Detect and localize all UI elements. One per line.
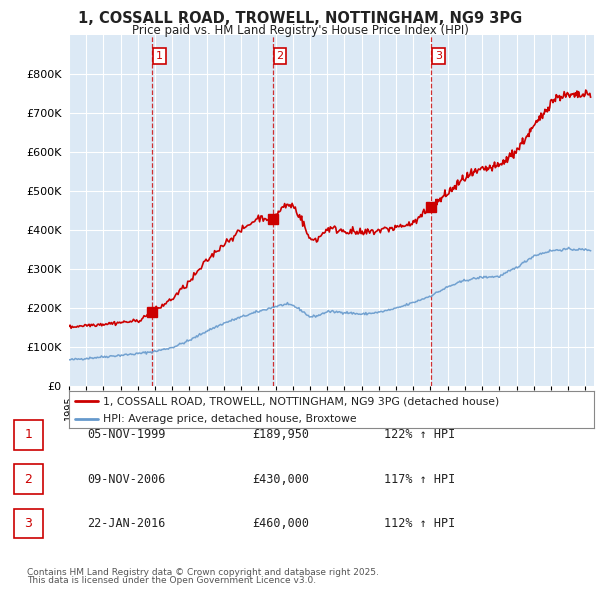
Text: This data is licensed under the Open Government Licence v3.0.: This data is licensed under the Open Gov…	[27, 576, 316, 585]
Text: 1, COSSALL ROAD, TROWELL, NOTTINGHAM, NG9 3PG: 1, COSSALL ROAD, TROWELL, NOTTINGHAM, NG…	[78, 11, 522, 25]
Text: £189,950: £189,950	[252, 428, 309, 441]
Text: 122% ↑ HPI: 122% ↑ HPI	[384, 428, 455, 441]
Text: 22-JAN-2016: 22-JAN-2016	[87, 517, 166, 530]
Text: 3: 3	[24, 517, 32, 530]
Text: 112% ↑ HPI: 112% ↑ HPI	[384, 517, 455, 530]
Text: 05-NOV-1999: 05-NOV-1999	[87, 428, 166, 441]
Text: £430,000: £430,000	[252, 473, 309, 486]
Text: Price paid vs. HM Land Registry's House Price Index (HPI): Price paid vs. HM Land Registry's House …	[131, 24, 469, 37]
Text: 2: 2	[277, 51, 284, 61]
Text: 1: 1	[24, 428, 32, 441]
Text: Contains HM Land Registry data © Crown copyright and database right 2025.: Contains HM Land Registry data © Crown c…	[27, 568, 379, 577]
Text: HPI: Average price, detached house, Broxtowe: HPI: Average price, detached house, Brox…	[103, 414, 357, 424]
Text: 09-NOV-2006: 09-NOV-2006	[87, 473, 166, 486]
Text: 2: 2	[24, 473, 32, 486]
Text: £460,000: £460,000	[252, 517, 309, 530]
Text: 1, COSSALL ROAD, TROWELL, NOTTINGHAM, NG9 3PG (detached house): 1, COSSALL ROAD, TROWELL, NOTTINGHAM, NG…	[103, 396, 499, 406]
Text: 117% ↑ HPI: 117% ↑ HPI	[384, 473, 455, 486]
Text: 3: 3	[435, 51, 442, 61]
Text: 1: 1	[156, 51, 163, 61]
